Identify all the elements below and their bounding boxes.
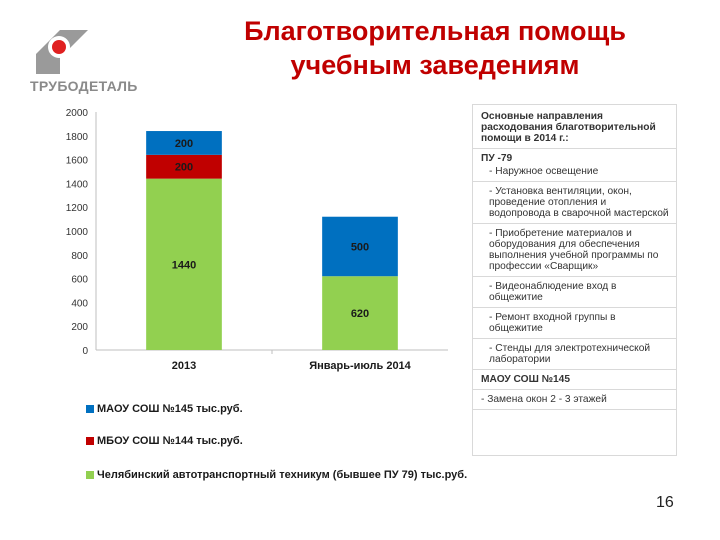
notes-item: - Наружное освещение	[489, 166, 599, 177]
bar-segment	[146, 154, 222, 179]
logo-wordmark: ТРУБОДЕТАЛЬ	[30, 78, 138, 94]
y-tick-label: 200	[71, 322, 88, 333]
slide-title-line-2: учебным заведениям	[290, 50, 580, 80]
legend-swatch	[86, 405, 94, 413]
legend-label: Челябинский автотранспортный техникум (б…	[97, 469, 468, 481]
notes-item: - Ремонт входной группы в общежитие	[489, 312, 616, 334]
notes-item: - Установка вентиляции, окон, проведение…	[489, 186, 669, 219]
slide-title: Благотворительная помощь учебным заведен…	[200, 14, 670, 82]
y-tick-label: 1000	[66, 227, 89, 238]
notes-heading: Основные направления расходования благот…	[481, 111, 656, 144]
notes-item: - Приобретение материалов и оборудования…	[489, 228, 659, 272]
y-tick-label: 1600	[66, 156, 89, 167]
y-tick-label: 2000	[66, 108, 89, 119]
x-tick-label: 2013	[172, 360, 196, 372]
divider	[473, 181, 676, 182]
y-tick-label: 1200	[66, 203, 89, 214]
notes-group-title: МАОУ СОШ №145	[481, 374, 570, 385]
notes-group-title: ПУ -79	[481, 153, 513, 164]
notes-item: - Стенды для электротехнической лаборато…	[489, 343, 651, 365]
divider	[473, 148, 676, 149]
legend-swatch	[86, 437, 94, 445]
legend-item-maou-145: МАОУ СОШ №145 тыс.руб.	[86, 402, 243, 416]
bar-segment	[322, 216, 398, 277]
notes-item: - Замена окон 2 - 3 этажей	[481, 394, 607, 405]
data-label: 200	[175, 162, 193, 174]
divider	[473, 223, 676, 224]
divider	[473, 369, 676, 370]
legend-item-technikum: Челябинский автотранспортный техникум (б…	[86, 468, 472, 482]
bar-segment	[146, 131, 222, 155]
data-label: 200	[175, 138, 193, 150]
slide-title-line-1: Благотворительная помощь	[244, 16, 626, 46]
y-tick-label: 0	[82, 346, 88, 357]
y-tick-label: 1400	[66, 179, 89, 190]
divider	[473, 389, 676, 390]
legend-swatch	[86, 471, 94, 479]
x-tick-label: Январь-июль 2014	[309, 360, 411, 372]
divider	[473, 276, 676, 277]
y-tick-label: 1800	[66, 132, 89, 143]
data-label: 1440	[172, 259, 196, 271]
legend-item-mbou-144: МБОУ СОШ №144 тыс.руб.	[86, 434, 243, 448]
divider	[473, 338, 676, 339]
notes-item: - Видеонаблюдение вход в общежитие	[489, 281, 617, 303]
logo-mark-icon	[36, 30, 88, 74]
divider	[473, 307, 676, 308]
y-tick-label: 600	[71, 275, 88, 286]
stacked-bar-chart: 0 200 400 600 800 1000 1200 1400 1600 1800 2000 144…	[66, 108, 448, 372]
data-label: 620	[351, 308, 369, 320]
y-tick-label: 400	[71, 298, 88, 309]
company-logo: ТРУБОДЕТАЛЬ	[30, 24, 150, 104]
page-number: 16	[656, 494, 674, 511]
legend-label: МАОУ СОШ №145 тыс.руб.	[97, 403, 243, 415]
spending-notes-box: Основные направления расходования благот…	[472, 104, 677, 456]
data-label: 500	[351, 241, 369, 253]
legend-label: МБОУ СОШ №144 тыс.руб.	[97, 435, 243, 447]
divider	[473, 409, 676, 410]
y-tick-label: 800	[71, 251, 88, 262]
bar-segment	[146, 178, 222, 350]
bar-segment	[322, 276, 398, 350]
